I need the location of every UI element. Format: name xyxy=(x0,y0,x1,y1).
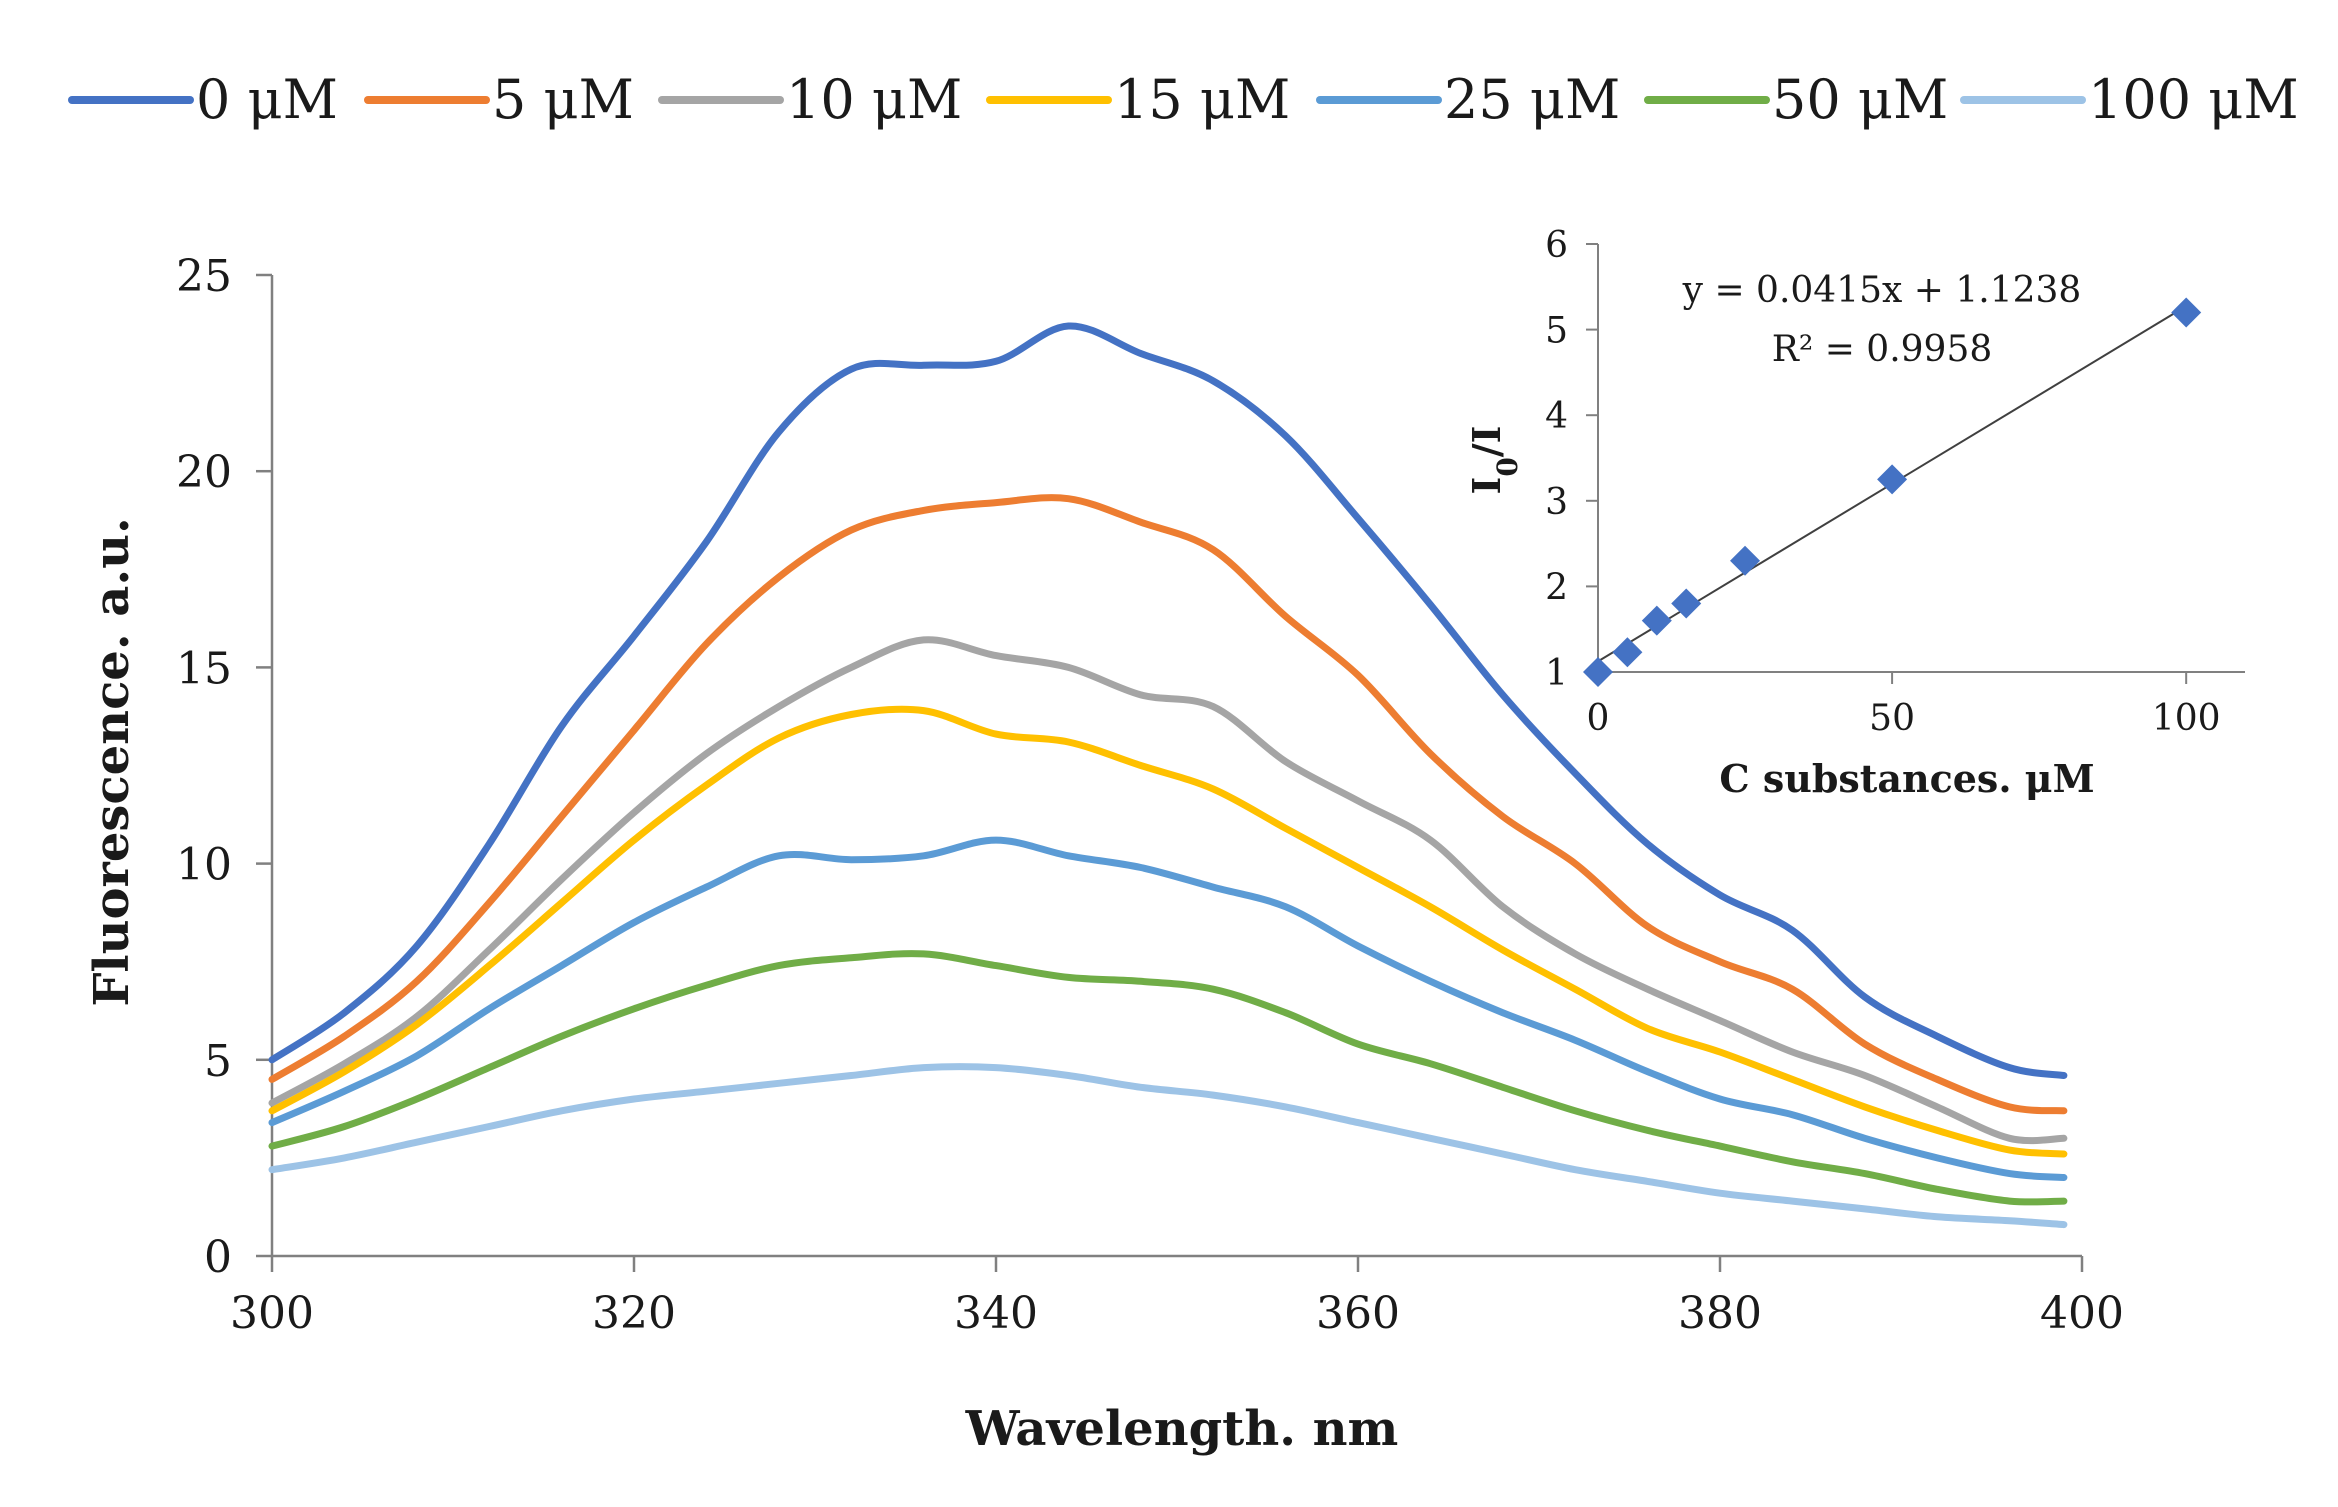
inset-y-tick-label: 4 xyxy=(1545,396,1568,437)
inset-y-tick-label: 3 xyxy=(1545,482,1568,523)
legend-label: 0 μM xyxy=(196,68,338,131)
y-tick-label: 0 xyxy=(204,1232,232,1283)
inset-x-tick-label: 0 xyxy=(1587,698,1610,739)
inset-x-axis-ticks: 0 50 100 xyxy=(1587,672,2221,739)
series-line-0 xyxy=(268,322,2068,1079)
series-line-2 xyxy=(268,636,2068,1145)
inset-x-tick-label: 100 xyxy=(2152,698,2221,739)
inset-y-tick-label: 1 xyxy=(1545,653,1568,694)
inset-y-tick-label: 6 xyxy=(1545,225,1568,266)
y-tick-label: 15 xyxy=(176,643,232,694)
legend-label: 10 μM xyxy=(786,68,962,131)
x-tick-label: 400 xyxy=(2040,1288,2124,1339)
x-axis-ticks: 300 320 340 360 380 400 xyxy=(230,1256,2124,1339)
series-line-1 xyxy=(268,494,2068,1115)
trendline-r-squared: R² = 0.9958 xyxy=(1772,329,1993,370)
legend: 0 μM 5 μM 10 μM 15 μM 25 μM 50 μM 100 μM xyxy=(68,68,2299,131)
inset-point-3 xyxy=(1671,588,1702,619)
inset-y-axis-ticks: 1 2 3 4 5 6 xyxy=(1545,225,1598,694)
series-line-4 xyxy=(268,836,2068,1181)
x-tick-label: 340 xyxy=(954,1288,1038,1339)
legend-label: 50 μM xyxy=(1772,68,1948,131)
y-tick-label: 20 xyxy=(176,447,232,498)
inset-point-5 xyxy=(1877,464,1908,495)
inset-point-0 xyxy=(1583,657,1613,687)
inset-points xyxy=(1583,297,2202,687)
inset-x-axis-title: C substances. μM xyxy=(1719,756,2094,801)
y-tick-label: 5 xyxy=(204,1036,232,1087)
y-axis-title: Fluorescence. a.u. xyxy=(84,517,140,1006)
inset-point-4 xyxy=(1730,545,1761,576)
inset-y-tick-label: 5 xyxy=(1545,311,1568,352)
trendline-equation: y = 0.0415x + 1.1238 xyxy=(1682,270,2082,311)
series-line-6 xyxy=(268,1063,2068,1229)
y-tick-label: 25 xyxy=(176,251,232,302)
legend-label: 5 μM xyxy=(492,68,634,131)
x-tick-label: 380 xyxy=(1678,1288,1762,1339)
inset-point-6 xyxy=(2171,297,2202,328)
legend-label: 100 μM xyxy=(2088,68,2299,131)
legend-label: 15 μM xyxy=(1114,68,1290,131)
y-axis-ticks: 0 5 10 15 20 25 xyxy=(176,251,272,1283)
x-tick-label: 360 xyxy=(1316,1288,1400,1339)
inset-point-2 xyxy=(1641,605,1672,636)
inset-plot: 0 50 100 1 2 3 4 5 6 y = 0.0415x + 1.1238 R² = … xyxy=(1464,225,2245,801)
y-tick-label: 10 xyxy=(176,840,232,891)
x-tick-label: 320 xyxy=(592,1288,676,1339)
series-lines xyxy=(268,322,2068,1229)
legend-label: 25 μM xyxy=(1444,68,1620,131)
inset-y-axis-title: I0/I xyxy=(1464,426,1524,495)
series-line-3 xyxy=(268,705,2068,1158)
x-tick-label: 300 xyxy=(230,1288,314,1339)
inset-x-tick-label: 50 xyxy=(1869,698,1915,739)
series-line-5 xyxy=(268,950,2068,1206)
inset-point-1 xyxy=(1612,637,1643,668)
x-axis-title: Wavelength. nm xyxy=(965,1401,1399,1457)
inset-y-tick-label: 2 xyxy=(1545,567,1568,608)
